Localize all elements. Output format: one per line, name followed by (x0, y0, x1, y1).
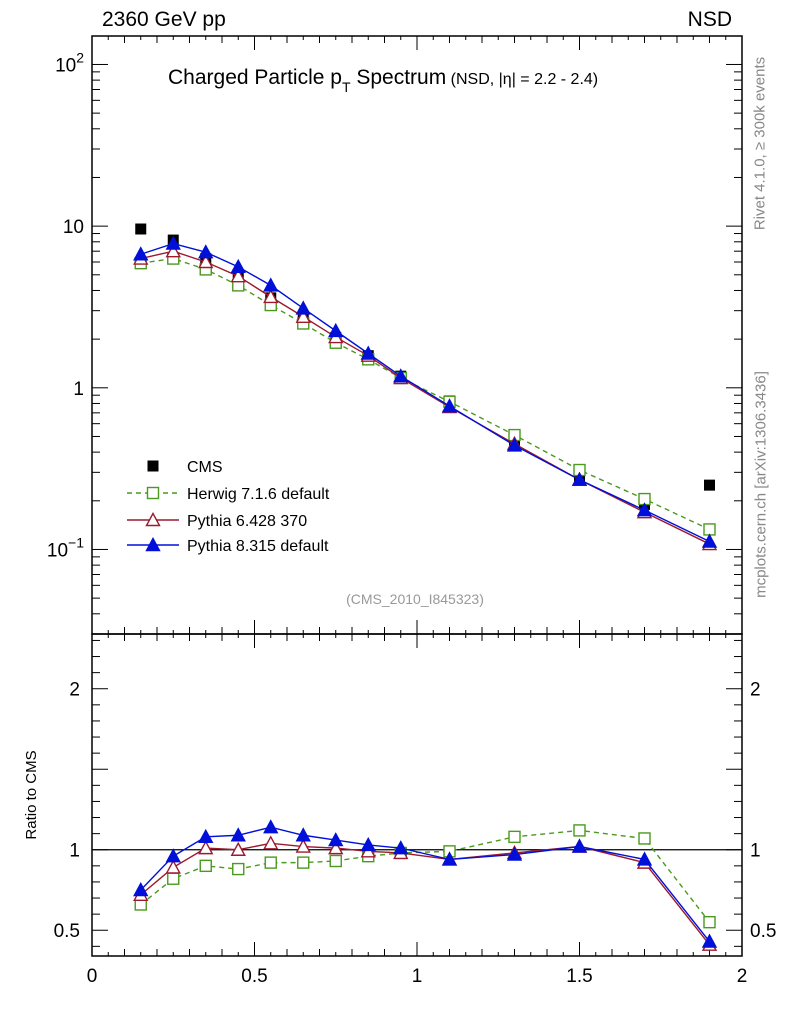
data-point (329, 854, 342, 868)
data-point (701, 933, 718, 948)
data-point (297, 856, 310, 869)
data-point (506, 846, 523, 861)
header-left: 2360 GeV pp (102, 8, 226, 31)
ratio-y-tick-label: 0.5 (54, 921, 80, 942)
y-tick-label: 102 (55, 49, 84, 76)
data-point (571, 838, 588, 853)
y-tick-label: 10 (63, 217, 84, 238)
data-point (636, 851, 653, 866)
x-tick-label: 1.5 (566, 966, 592, 987)
x-tick-label: 2 (737, 966, 748, 987)
legend-label: Pythia 6.428 370 (187, 513, 307, 530)
ratio-y-tick-label-right: 0.5 (750, 921, 776, 942)
data-point (393, 368, 409, 383)
data-point (133, 246, 149, 261)
data-point (263, 288, 279, 304)
data-point (263, 277, 279, 292)
data-point (441, 398, 458, 413)
data-point (165, 859, 181, 874)
data-point (571, 471, 588, 486)
data-point (145, 512, 161, 527)
data-point (295, 300, 311, 315)
ratio-series-line (140, 826, 711, 942)
main-panel: 10−1 1 10 102 Charged Particle pT Spectrum (… (47, 35, 743, 635)
legend-label: Pythia 8.315 default (187, 538, 329, 555)
legend-label: Herwig 7.1.6 default (187, 486, 330, 503)
data-point (230, 268, 246, 283)
legend-label: CMS (187, 459, 223, 476)
data-point (167, 872, 180, 885)
y-tick-label: 10−1 (47, 534, 84, 561)
data-point (232, 862, 245, 876)
data-point (506, 437, 523, 452)
ratio-panel: 0 0.5 1 1.5 2 0.5 0.5 1 1 2 2 Ratio to CMS (23, 633, 776, 987)
y-tick-label: 1 (73, 379, 84, 400)
data-point (263, 819, 279, 834)
data-point (133, 882, 149, 897)
data-point (328, 840, 344, 855)
data-point (165, 848, 181, 863)
ratio-y-tick-label: 1 (69, 841, 80, 862)
data-point (199, 859, 212, 873)
data-point (295, 838, 311, 853)
data-point (508, 830, 521, 844)
x-tick-label: 0.5 (241, 966, 267, 987)
analysis-label: (CMS_2010_I845323) (346, 591, 484, 607)
data-point (441, 851, 458, 866)
data-point (704, 479, 715, 491)
data-point (636, 502, 653, 517)
data-point (701, 533, 718, 548)
chart-title: Charged Particle pT Spectrum (NSD, |η| =… (168, 66, 598, 95)
data-point (198, 254, 214, 269)
data-point (360, 836, 376, 852)
ratio-frame (91, 633, 743, 957)
data-point (146, 486, 160, 500)
data-point (360, 345, 376, 360)
data-point (264, 856, 277, 869)
data-point (328, 832, 344, 847)
x-tick-label: 0 (87, 966, 98, 987)
data-point (198, 840, 214, 855)
data-point (230, 827, 246, 842)
data-point (263, 835, 279, 850)
data-point (638, 832, 651, 845)
data-point (135, 223, 147, 235)
data-point (198, 244, 214, 259)
ratio-y-tick-label: 2 (69, 680, 80, 701)
data-point (230, 841, 246, 856)
data-point (230, 258, 246, 274)
ratio-ylabel: Ratio to CMS (23, 750, 40, 839)
x-tick-label: 1 (412, 966, 423, 987)
data-point (393, 840, 409, 855)
ratio-series-line (140, 842, 711, 946)
data-point (295, 827, 311, 842)
data-point (328, 322, 344, 338)
data-point (295, 308, 311, 323)
ratio-series-line (140, 829, 711, 923)
data-point (165, 243, 181, 258)
data-point (147, 460, 159, 472)
data-point (703, 523, 716, 536)
header-right: NSD (687, 8, 732, 31)
data-point (703, 915, 716, 929)
data-point (573, 824, 586, 837)
data-point (165, 235, 181, 250)
ratio-y-tick-label-right: 2 (750, 680, 761, 701)
data-point (145, 537, 161, 552)
data-point (198, 828, 214, 844)
ratio-y-tick-label-right: 1 (750, 841, 761, 862)
